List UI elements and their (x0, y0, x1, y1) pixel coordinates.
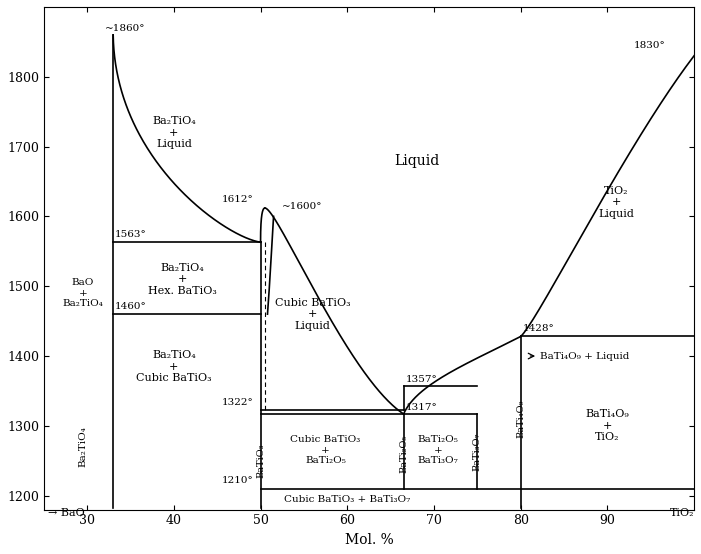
Text: → BaO: → BaO (48, 507, 85, 517)
Text: Ba₂TiO₄
+
Liquid: Ba₂TiO₄ + Liquid (152, 116, 196, 149)
Text: Cubic BaTiO₃
+
BaTi₂O₅: Cubic BaTiO₃ + BaTi₂O₅ (290, 435, 361, 465)
Text: BaTiO₃: BaTiO₃ (256, 444, 265, 478)
Text: BaTi₄O₉
+
TiO₂: BaTi₄O₉ + TiO₂ (585, 409, 629, 443)
Text: Ba₂TiO₄
+
Cubic BaTiO₃: Ba₂TiO₄ + Cubic BaTiO₃ (136, 350, 212, 383)
Text: 1612°: 1612° (222, 195, 254, 204)
Text: BaTi₄O₉ + Liquid: BaTi₄O₉ + Liquid (540, 352, 629, 361)
Text: BaTi₂O₅: BaTi₂O₅ (399, 435, 408, 473)
Text: Cubic BaTiO₃ + BaTi₃O₇: Cubic BaTiO₃ + BaTi₃O₇ (284, 495, 410, 504)
Text: Liquid: Liquid (394, 153, 440, 167)
Text: BaO
+
Ba₂TiO₄: BaO + Ba₂TiO₄ (62, 278, 103, 308)
Text: ~1860°: ~1860° (104, 24, 145, 33)
Text: 1563°: 1563° (115, 230, 147, 239)
Text: BaTi₄O₉: BaTi₄O₉ (516, 399, 525, 438)
Text: 1830°: 1830° (634, 41, 665, 50)
Text: TiO₂: TiO₂ (669, 507, 694, 517)
Text: BaTi₂O₅
+
BaTi₃O₇: BaTi₂O₅ + BaTi₃O₇ (418, 435, 458, 465)
Text: TiO₂
+
Liquid: TiO₂ + Liquid (598, 186, 634, 219)
Text: 1322°: 1322° (222, 398, 254, 407)
Text: 1317°: 1317° (405, 403, 437, 412)
Text: BaTi₃O₇: BaTi₃O₇ (472, 433, 482, 471)
X-axis label: Mol. %: Mol. % (345, 533, 393, 547)
Text: 1210°: 1210° (222, 476, 254, 485)
Text: 1357°: 1357° (405, 375, 437, 384)
Text: 1428°: 1428° (523, 324, 555, 333)
Text: Ba₂TiO₄
+
Hex. BaTiO₃: Ba₂TiO₄ + Hex. BaTiO₃ (148, 263, 217, 296)
Text: Cubic BaTiO₃
+
Liquid: Cubic BaTiO₃ + Liquid (275, 297, 350, 331)
Text: ~1600°: ~1600° (283, 202, 322, 211)
Text: 1460°: 1460° (115, 302, 147, 311)
Text: Ba₂TiO₄: Ba₂TiO₄ (79, 427, 88, 467)
